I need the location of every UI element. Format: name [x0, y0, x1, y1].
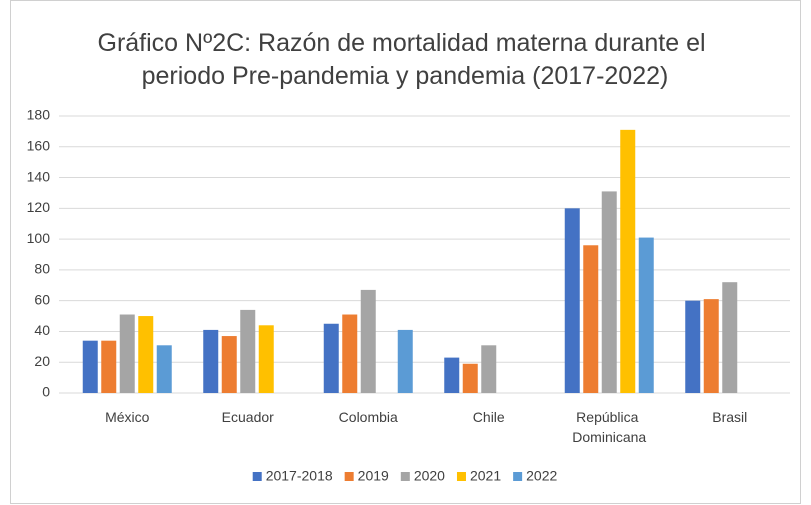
y-tick-label: 180 [27, 107, 51, 123]
bar [703, 299, 719, 393]
legend-swatch [252, 472, 262, 481]
legend-label: 2019 [358, 468, 389, 484]
bar [481, 345, 497, 393]
y-tick-label: 80 [34, 261, 50, 277]
y-tick-label: 100 [27, 230, 51, 246]
bar [444, 357, 460, 393]
bar [138, 316, 154, 393]
bar [360, 289, 376, 393]
legend-label: 2020 [414, 468, 445, 484]
y-tick-label: 40 [34, 322, 50, 338]
legend-label: 2017-2018 [266, 468, 333, 484]
x-tick-label: Chile [473, 409, 505, 425]
bar [397, 329, 413, 393]
bar [221, 336, 237, 393]
bar [685, 300, 701, 393]
bar [638, 237, 654, 393]
legend-swatch [456, 472, 466, 481]
legend-label: 2021 [470, 468, 501, 484]
bar [342, 314, 358, 393]
y-tick-label: 60 [34, 291, 50, 307]
bar [620, 129, 636, 393]
y-tick-label: 20 [34, 353, 50, 369]
x-tick-label: Brasil [712, 409, 747, 425]
x-tick-label: República Dominicana [572, 409, 646, 445]
bar [240, 309, 256, 393]
legend-label: 2022 [526, 468, 557, 484]
bar [583, 245, 599, 393]
bar [101, 340, 117, 393]
y-tick-label: 160 [27, 137, 51, 153]
bar [564, 208, 580, 393]
legend-swatch [513, 472, 523, 481]
bar [722, 282, 738, 393]
bar [462, 363, 478, 393]
x-tick-label: Colombia [339, 409, 398, 425]
legend-swatch [400, 472, 410, 481]
x-tick-label: Ecuador [222, 409, 274, 425]
y-tick-label: 0 [42, 384, 50, 400]
bar [258, 325, 274, 393]
chart-border [10, 0, 801, 504]
chart-title: Gráfico Nº2C: Razón de mortalidad matern… [98, 29, 713, 90]
bar [601, 191, 617, 393]
bar [156, 345, 172, 393]
bar [119, 314, 135, 393]
y-tick-label: 120 [27, 199, 51, 215]
bar [323, 323, 339, 393]
x-tick-label: México [105, 409, 150, 425]
y-tick-label: 140 [27, 168, 51, 184]
legend-swatch [344, 472, 354, 481]
bar [203, 329, 219, 393]
bar [82, 340, 98, 393]
